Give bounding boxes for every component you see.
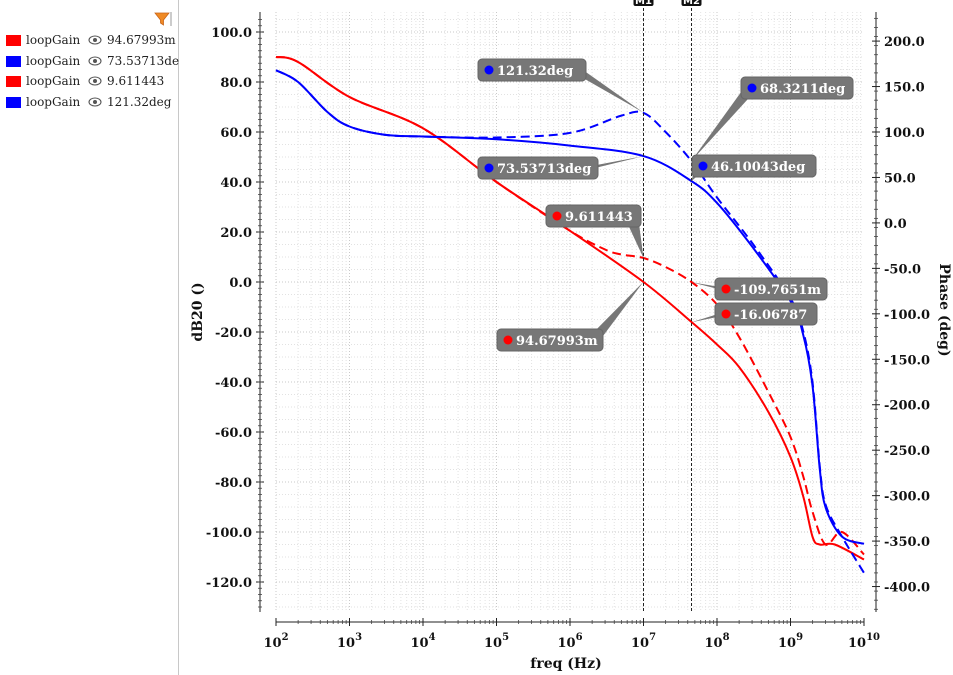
annotation-label: 9.611443 xyxy=(565,210,633,225)
legend-swatch xyxy=(6,34,21,46)
y-axis-title-right: Phase (deg) xyxy=(936,263,952,356)
x-tick-label: 106 xyxy=(557,632,582,651)
y-left-tick-label: -80.0 xyxy=(215,476,252,491)
marker-annotations[interactable]: 121.32deg 68.3211deg 73.53713deg 46.10043de… xyxy=(477,58,854,352)
y-right-tick-label: -100.0 xyxy=(884,308,930,323)
y-right-tick-label: 50.0 xyxy=(884,171,916,186)
cursor-tag[interactable] xyxy=(681,0,702,6)
x-tick-label: 103 xyxy=(337,632,362,651)
annotation-dot xyxy=(747,83,757,93)
y-left-tick-label: -60.0 xyxy=(215,426,252,441)
y-left-tick-label: 100.0 xyxy=(211,26,252,41)
legend-name: loopGain xyxy=(26,74,81,88)
y-right-tick-label: -50.0 xyxy=(884,262,921,277)
annotation-dot xyxy=(721,284,731,294)
annotation-dot xyxy=(503,335,513,345)
y-left-tick-label: -40.0 xyxy=(215,376,252,391)
cursors[interactable]: M1 M2 xyxy=(633,0,702,612)
annotation-box[interactable] xyxy=(691,154,817,178)
annotation-dot xyxy=(698,161,708,171)
legend-swatch xyxy=(6,75,21,87)
y-axis-title-left: dB20 () xyxy=(190,282,206,341)
y-right-tick-label: -250.0 xyxy=(884,444,930,459)
annotation-dot xyxy=(721,309,731,319)
annotation-pointer xyxy=(569,70,644,113)
annotation-box[interactable] xyxy=(477,58,587,82)
legend-swatch xyxy=(6,96,21,108)
series-line-1[interactable] xyxy=(275,56,865,556)
y-right-tick-label: -400.0 xyxy=(884,581,930,596)
legend-name: loopGain xyxy=(26,54,81,68)
legend-value: 73.53713de xyxy=(107,54,180,68)
annotation-label: 68.3211deg xyxy=(760,82,845,97)
y-right-tick-label: 0.0 xyxy=(884,217,907,232)
y-left-tick-label: -100.0 xyxy=(206,526,252,541)
y-right-tick-label: -150.0 xyxy=(884,353,930,368)
legend-item[interactable]: loopGain 121.32deg xyxy=(6,93,187,111)
y-right-tick-label: -300.0 xyxy=(884,490,930,505)
legend-value: 94.67993m xyxy=(107,33,176,47)
x-tick-label: 109 xyxy=(778,632,803,651)
legend-value: 9.611443 xyxy=(107,74,165,88)
y-left-tick-label: -120.0 xyxy=(206,576,252,591)
eye-icon[interactable] xyxy=(88,97,102,107)
cursor-label: M1 xyxy=(635,0,652,7)
y-right-tick-label: -200.0 xyxy=(884,399,930,414)
annotation-label: -109.7651m xyxy=(734,283,821,298)
series-line-3[interactable] xyxy=(275,69,865,574)
legend-swatch xyxy=(6,55,21,67)
legend-item[interactable]: loopGain 94.67993m xyxy=(6,31,187,49)
annotation-dot xyxy=(552,211,562,221)
annotation-label: -16.06787 xyxy=(734,308,807,323)
legend-name: loopGain xyxy=(26,95,81,109)
y-left-tick-label: 0.0 xyxy=(229,276,252,291)
annotation-box[interactable] xyxy=(496,328,604,352)
annotation-label: 73.53713deg xyxy=(497,162,591,177)
x-tick-label: 102 xyxy=(263,632,288,651)
eye-icon[interactable] xyxy=(88,56,102,66)
cursor-tag[interactable] xyxy=(633,0,654,6)
x-tick-label: 104 xyxy=(410,632,435,651)
y-left-tick-label: 60.0 xyxy=(220,126,252,141)
bode-plot[interactable]: 100.0 80.0 60.0 40.0 20.0 0.0 -20.0 -40.0 -60.0 -… xyxy=(180,0,953,675)
annotation-pointer xyxy=(581,156,644,168)
x-tick-label: 108 xyxy=(704,632,729,651)
y-left-tick-label: -20.0 xyxy=(215,326,252,341)
annotation-pointer xyxy=(586,281,644,340)
annotation-label: 94.67993m xyxy=(516,334,598,349)
eye-icon[interactable] xyxy=(88,76,102,86)
filter-icon[interactable] xyxy=(153,11,173,27)
annotation-box[interactable] xyxy=(477,156,599,180)
annotation-box[interactable] xyxy=(740,76,854,100)
legend-item[interactable]: loopGain 9.611443 xyxy=(6,72,187,90)
annotation-box[interactable] xyxy=(545,204,642,228)
x-tick-label: 105 xyxy=(484,632,509,651)
x-axis-title: freq (Hz) xyxy=(530,656,601,672)
x-tick-label: 1010 xyxy=(848,632,880,651)
annotation-label: 121.32deg xyxy=(497,64,573,79)
cursor-label: M2 xyxy=(683,0,700,7)
y-right-tick-label: 200.0 xyxy=(884,35,925,50)
legend-item[interactable]: loopGain 73.53713de xyxy=(6,52,187,70)
x-tick-label: 107 xyxy=(631,632,656,651)
plot-area[interactable] xyxy=(275,56,865,574)
annotation-dot xyxy=(484,163,494,173)
axes: 100.0 80.0 60.0 40.0 20.0 0.0 -20.0 -40.0 -60.0 -… xyxy=(206,12,930,651)
annotation-label: 46.10043deg xyxy=(711,160,805,175)
legend-panel: loopGain 94.67993m loopGain 73.53713de l… xyxy=(0,0,179,675)
y-right-tick-label: 150.0 xyxy=(884,81,925,96)
y-right-tick-label: -350.0 xyxy=(884,535,930,550)
y-left-tick-label: 40.0 xyxy=(220,176,252,191)
annotation-pointer xyxy=(691,88,758,161)
legend-name: loopGain xyxy=(26,33,81,47)
eye-icon[interactable] xyxy=(88,35,102,45)
annotation-box[interactable] xyxy=(714,277,828,301)
y-right-tick-label: 100.0 xyxy=(884,126,925,141)
legend-value: 121.32deg xyxy=(107,95,172,109)
annotation-dot xyxy=(484,65,494,75)
y-left-tick-label: 80.0 xyxy=(220,76,252,91)
y-left-tick-label: 20.0 xyxy=(220,226,252,241)
annotation-box[interactable] xyxy=(714,302,818,326)
